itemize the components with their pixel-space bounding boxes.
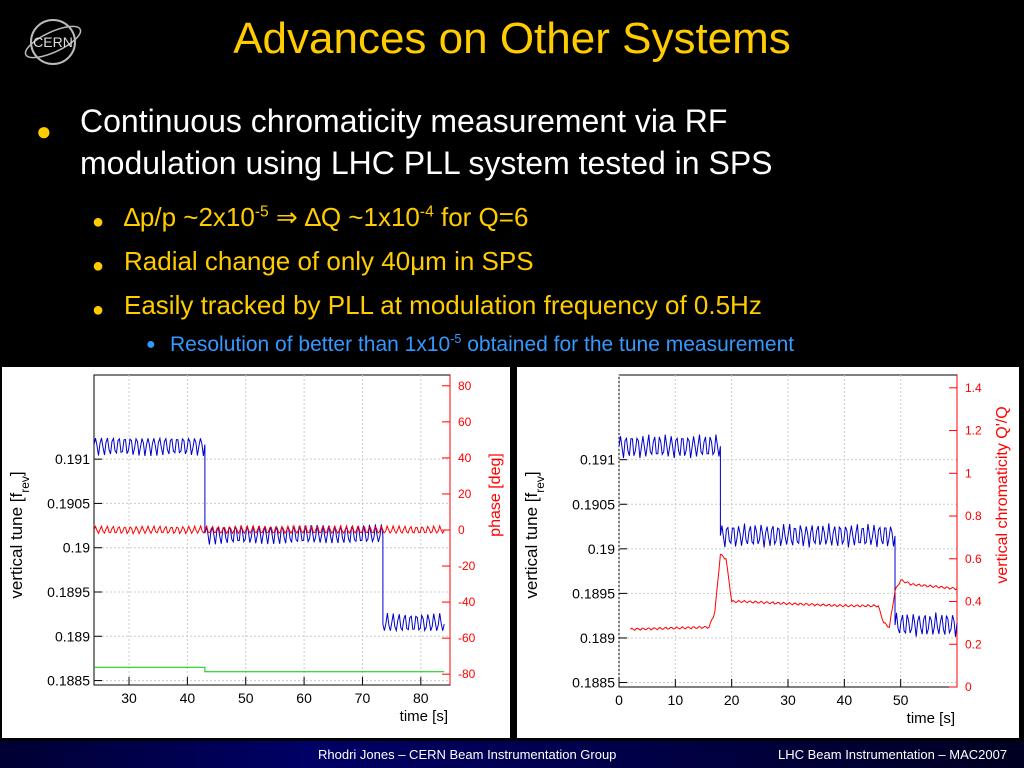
y2-tick-label: 60 [458, 415, 472, 429]
subsub-bullet-dot: ● [146, 336, 156, 353]
y2-tick-label: 0.6 [965, 552, 982, 566]
y2-tick-label: 1.2 [965, 424, 982, 438]
footer-right: LHC Beam Instrumentation – MAC2007 [778, 747, 1008, 762]
y2-axis-label: vertical chromaticity Q'/Q [994, 406, 1011, 583]
x-tick-label: 40 [837, 692, 853, 708]
logo-text: CERN [33, 34, 73, 50]
y-tick-label: 0.1895 [572, 585, 615, 601]
sub-bullet-dp: ∆p/p ~2x10-5 ⇒ ∆Q ~1x10-4 for Q=6 [124, 202, 529, 232]
series-line-0 [618, 434, 958, 637]
sub-bullet-dot: ● [92, 255, 105, 277]
series-line-2 [94, 666, 445, 673]
x-tick-label: 80 [413, 690, 429, 706]
y2-tick-label: 0.2 [965, 637, 982, 651]
y2-tick-label: -80 [458, 667, 476, 681]
y2-tick-label: 40 [458, 451, 472, 465]
x-axis-label: time [s] [400, 708, 448, 725]
x-tick-label: 50 [893, 692, 909, 708]
y-tick-label: 0.1885 [47, 673, 90, 689]
x-tick-label: 10 [668, 692, 684, 708]
bullet-line-2: modulation using LHC PLL system tested i… [80, 145, 773, 181]
y-tick-label: 0.191 [580, 452, 615, 468]
x-tick-label: 20 [724, 692, 740, 708]
x-tick-label: 0 [615, 692, 623, 708]
series-line-0 [93, 436, 445, 633]
y2-tick-label: 0.4 [965, 595, 982, 609]
footer-left: Rhodri Jones – CERN Beam Instrumentation… [318, 747, 617, 762]
cern-logo: CERN [24, 19, 82, 65]
y-tick-label: 0.19 [588, 541, 615, 557]
chart-panel-phase: 0.1885 0.189 0.1895 0.19 0.1905 0.191 30 40 50 60… [2, 367, 510, 738]
bullet-line-1: Continuous chromaticity measurement via … [80, 103, 728, 139]
y2-axis-label: phase [deg] [487, 453, 504, 537]
subsub-bullet-resolution: Resolution of better than 1x10-5 obtaine… [170, 332, 795, 356]
tune-phase-chart: 0.1885 0.189 0.1895 0.19 0.1905 0.191 30 40 50 60… [7, 374, 504, 725]
y2-tick-label: 80 [458, 379, 472, 393]
y-axis-label: vertical tune [frev] [7, 471, 32, 598]
sub-bullet-dot: ● [92, 299, 105, 321]
x-tick-label: 70 [355, 690, 371, 706]
sub-bullet-dot: ● [92, 211, 105, 233]
x-tick-label: 40 [180, 690, 196, 706]
y2-tick-label: 1.4 [965, 381, 982, 395]
y2-tick-label: 1 [965, 466, 972, 480]
y2-tick-label: -40 [458, 595, 476, 609]
footer-bar [0, 741, 1024, 768]
y2-tick-label: 0.8 [965, 509, 982, 523]
x-tick-label: 50 [238, 690, 254, 706]
y-tick-label: 0.189 [580, 630, 615, 646]
y-tick-label: 0.1885 [572, 675, 615, 691]
y-tick-label: 0.189 [55, 628, 90, 644]
y2-tick-label: 0 [458, 523, 465, 537]
y-tick-label: 0.1905 [47, 495, 90, 511]
x-tick-label: 30 [780, 692, 796, 708]
y2-tick-label: 0 [965, 680, 972, 694]
series-line-1 [93, 524, 445, 536]
y2-tick-label: -20 [458, 559, 476, 573]
y-axis-label: vertical tune [frev] [522, 471, 547, 598]
sub-bullet-pll: Easily tracked by PLL at modulation freq… [124, 290, 762, 320]
x-tick-label: 60 [296, 690, 312, 706]
x-tick-label: 30 [121, 690, 137, 706]
y2-tick-label: 20 [458, 487, 472, 501]
y-tick-label: 0.1905 [572, 496, 615, 512]
y-tick-label: 0.191 [55, 451, 90, 467]
y-tick-label: 0.1895 [47, 584, 90, 600]
slide-title: Advances on Other Systems [233, 14, 791, 63]
x-axis-label: time [s] [907, 710, 955, 727]
series-line-1 [629, 553, 958, 631]
chart-panel-chromaticity: 0.1885 0.189 0.1895 0.19 0.1905 0.191 0 10 20 30 4… [517, 367, 1019, 738]
bullet-dot: ● [36, 116, 52, 146]
sub-bullet-radial: Radial change of only 40μm in SPS [124, 246, 534, 276]
y2-tick-label: -60 [458, 631, 476, 645]
y-tick-label: 0.19 [63, 540, 90, 556]
